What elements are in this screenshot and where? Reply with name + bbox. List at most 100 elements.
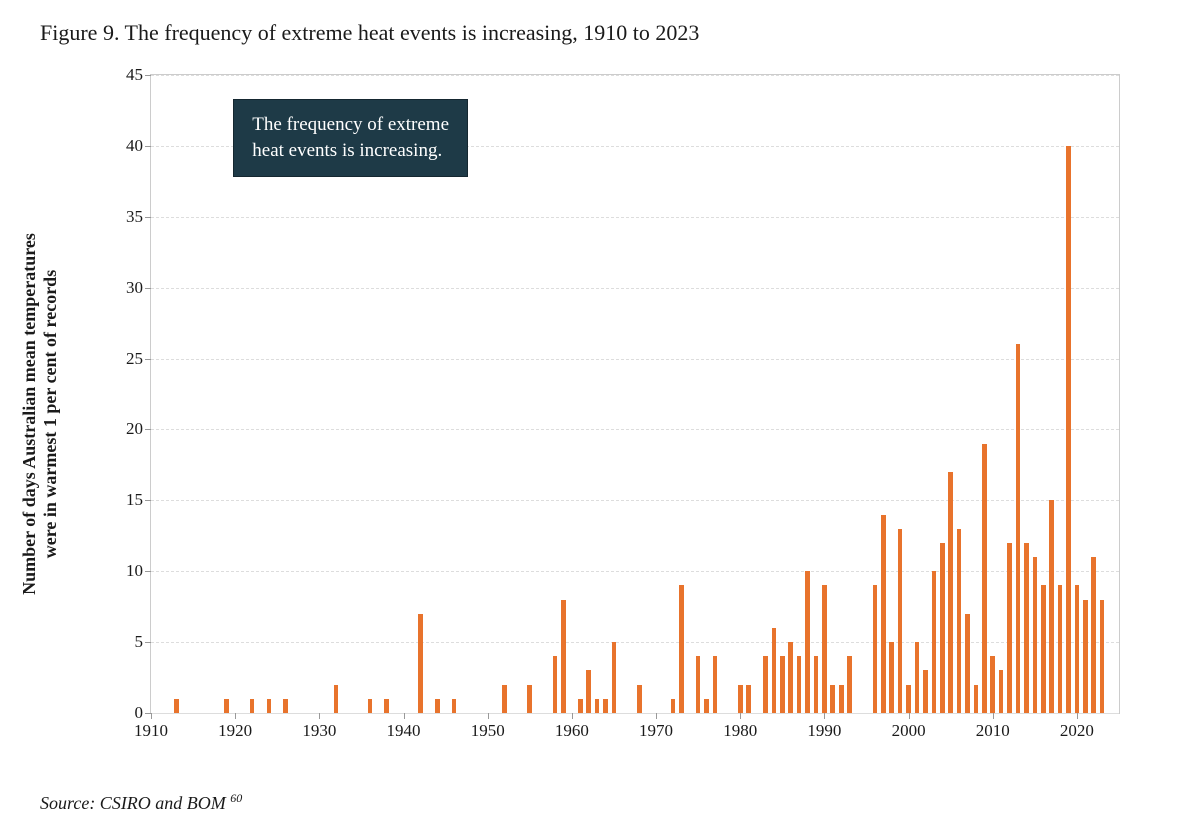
xtick-mark: [404, 713, 405, 719]
chart-bar: [923, 670, 928, 713]
chart-bar: [527, 685, 532, 713]
chart-container: Number of days Australian mean temperatu…: [50, 64, 1150, 764]
chart-bar: [1091, 557, 1096, 713]
chart-bar: [881, 515, 886, 713]
source-citation: Source: CSIRO and BOM 60: [40, 791, 242, 814]
ylabel-line1: Number of days Australian mean temperatu…: [19, 233, 39, 595]
chart-bar: [578, 699, 583, 713]
chart-bar: [839, 685, 844, 713]
ytick-label: 15: [126, 490, 143, 510]
chart-bar: [553, 656, 558, 713]
xtick-label: 2010: [976, 721, 1010, 741]
chart-bar: [671, 699, 676, 713]
chart-bar: [873, 585, 878, 713]
chart-bar: [763, 656, 768, 713]
ytick-label: 0: [135, 703, 144, 723]
chart-bar: [847, 656, 852, 713]
chart-bar: [561, 600, 566, 713]
gridline: [151, 571, 1119, 572]
chart-bar: [788, 642, 793, 713]
ytick-mark: [145, 642, 151, 643]
ytick-label: 30: [126, 278, 143, 298]
ytick-mark: [145, 429, 151, 430]
xtick-label: 1960: [555, 721, 589, 741]
chart-bar: [267, 699, 272, 713]
chart-bar: [957, 529, 962, 713]
ylabel-line2: were in warmest 1 per cent of records: [40, 270, 60, 558]
chart-bar: [384, 699, 389, 713]
ytick-mark: [145, 217, 151, 218]
xtick-label: 1980: [723, 721, 757, 741]
chart-bar: [283, 699, 288, 713]
source-text: Source: CSIRO and BOM: [40, 793, 226, 813]
xtick-mark: [656, 713, 657, 719]
chart-bar: [889, 642, 894, 713]
xtick-label: 2000: [892, 721, 926, 741]
chart-bar: [948, 472, 953, 713]
chart-bar: [1049, 500, 1054, 713]
y-axis-label: Number of days Australian mean temperatu…: [19, 114, 61, 714]
xtick-label: 2020: [1060, 721, 1094, 741]
ytick-mark: [145, 500, 151, 501]
chart-bar: [1033, 557, 1038, 713]
ytick-label: 5: [135, 632, 144, 652]
ytick-label: 45: [126, 65, 143, 85]
chart-bar: [982, 444, 987, 713]
xtick-mark: [993, 713, 994, 719]
chart-bar: [1075, 585, 1080, 713]
xtick-label: 1940: [387, 721, 421, 741]
chart-bar: [822, 585, 827, 713]
chart-bar: [612, 642, 617, 713]
chart-bar: [772, 628, 777, 713]
chart-bar: [418, 614, 423, 713]
xtick-label: 1910: [134, 721, 168, 741]
chart-bar: [738, 685, 743, 713]
xtick-mark: [151, 713, 152, 719]
ytick-mark: [145, 288, 151, 289]
xtick-mark: [319, 713, 320, 719]
xtick-label: 1990: [807, 721, 841, 741]
chart-bar: [250, 699, 255, 713]
chart-bar: [780, 656, 785, 713]
chart-bar: [713, 656, 718, 713]
chart-bar: [1066, 146, 1071, 713]
chart-bar: [1083, 600, 1088, 713]
xtick-mark: [572, 713, 573, 719]
xtick-mark: [1077, 713, 1078, 719]
xtick-label: 1950: [471, 721, 505, 741]
chart-bar: [990, 656, 995, 713]
gridline: [151, 500, 1119, 501]
chart-bar: [940, 543, 945, 713]
xtick-mark: [488, 713, 489, 719]
xtick-mark: [235, 713, 236, 719]
chart-bar: [1007, 543, 1012, 713]
gridline: [151, 429, 1119, 430]
chart-bar: [1041, 585, 1046, 713]
chart-bar: [932, 571, 937, 713]
gridline: [151, 217, 1119, 218]
gridline: [151, 713, 1119, 714]
xtick-mark: [909, 713, 910, 719]
chart-bar: [595, 699, 600, 713]
ytick-label: 40: [126, 136, 143, 156]
chart-bar: [797, 656, 802, 713]
chart-bar: [1100, 600, 1105, 713]
xtick-mark: [824, 713, 825, 719]
ytick-label: 20: [126, 419, 143, 439]
chart-bar: [435, 699, 440, 713]
chart-bar: [502, 685, 507, 713]
chart-bar: [906, 685, 911, 713]
chart-bar: [603, 699, 608, 713]
plot-area: 0510152025303540451910192019301940195019…: [150, 74, 1120, 714]
chart-bar: [974, 685, 979, 713]
chart-bar: [898, 529, 903, 713]
gridline: [151, 359, 1119, 360]
gridline: [151, 288, 1119, 289]
ytick-label: 35: [126, 207, 143, 227]
chart-bar: [805, 571, 810, 713]
chart-bar: [637, 685, 642, 713]
ytick-mark: [145, 359, 151, 360]
ytick-mark: [145, 75, 151, 76]
xtick-label: 1920: [218, 721, 252, 741]
figure-title: Figure 9. The frequency of extreme heat …: [40, 20, 1158, 46]
